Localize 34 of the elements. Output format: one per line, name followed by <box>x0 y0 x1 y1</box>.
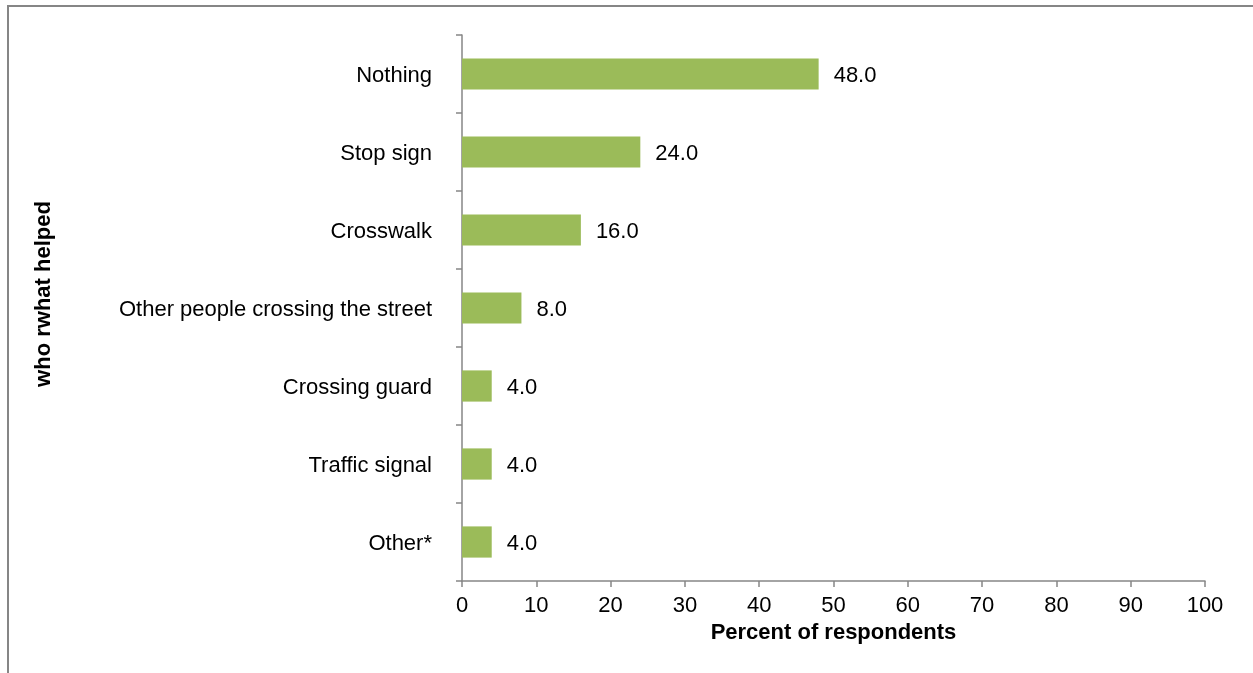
data-label: 4.0 <box>506 529 538 555</box>
bar <box>462 526 492 558</box>
x-tick-label: 20 <box>598 591 623 617</box>
y-tick-label: Stop sign <box>340 139 432 165</box>
bar <box>462 448 492 480</box>
x-tick-label: 100 <box>1186 591 1224 617</box>
bar <box>462 214 581 246</box>
x-tick-label: 30 <box>672 591 698 617</box>
y-axis-title: who rwhat helped <box>29 201 55 388</box>
x-tick-label: 40 <box>746 591 772 617</box>
y-tick-label: Traffic signal <box>308 451 432 477</box>
x-tick-label: 80 <box>1044 591 1069 617</box>
x-tick-label: 50 <box>821 591 846 617</box>
x-tick-label: 0 <box>455 591 469 617</box>
x-tick-label: 90 <box>1118 591 1143 617</box>
y-tick-label: Crosswalk <box>330 217 433 243</box>
bar <box>462 58 819 90</box>
x-tick-label: 10 <box>524 591 549 617</box>
data-label: 24.0 <box>655 139 699 165</box>
data-label: 4.0 <box>506 451 538 477</box>
data-label: 16.0 <box>595 217 639 243</box>
y-tick-label: Other* <box>368 529 433 555</box>
data-label: 48.0 <box>833 61 877 87</box>
data-label: 4.0 <box>506 373 538 399</box>
x-axis-title: Percent of respondents <box>710 618 957 644</box>
bar <box>462 370 492 402</box>
bar <box>462 136 641 168</box>
y-tick-label: Other people crossing the street <box>118 295 432 321</box>
x-tick-label: 60 <box>895 591 921 617</box>
y-tick-label: Nothing <box>356 61 432 87</box>
data-label: 8.0 <box>536 295 568 321</box>
bar <box>462 292 522 324</box>
x-tick-label: 70 <box>969 591 995 617</box>
y-tick-label: Crossing guard <box>282 373 432 399</box>
